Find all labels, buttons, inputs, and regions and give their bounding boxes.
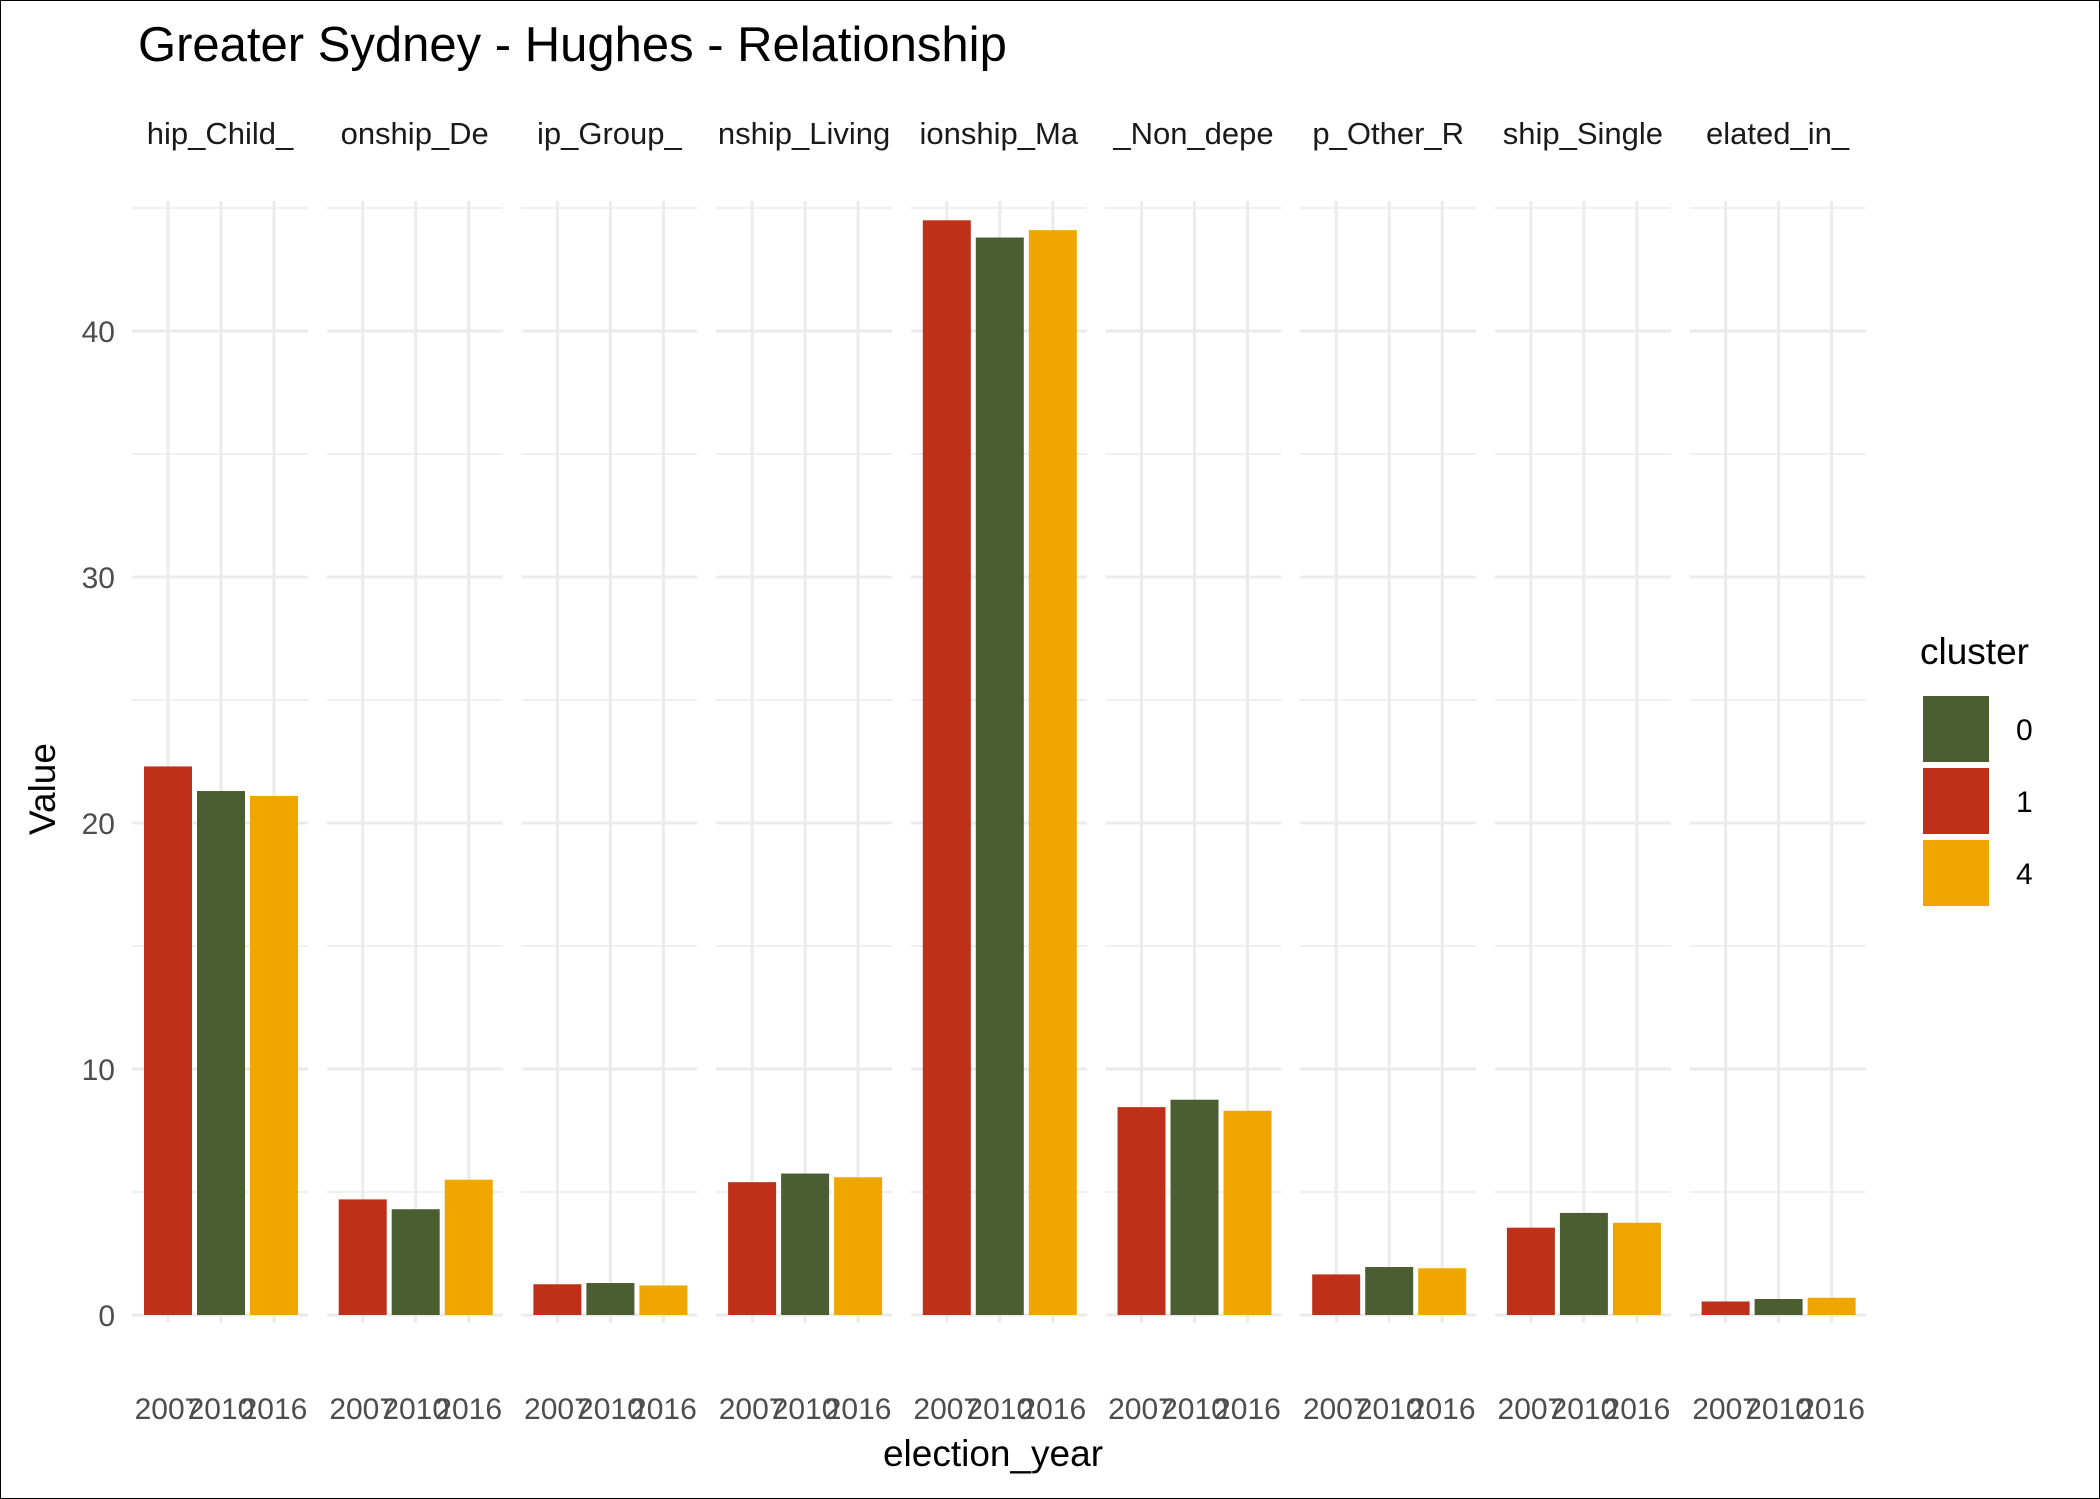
y-tick-label: 20 [82,808,115,841]
bar-2010-cluster-0 [586,1283,635,1315]
x-tick-label: 2007 [329,1393,396,1426]
x-tick-label: 2007 [1303,1393,1370,1426]
x-tick-label: 2016 [1604,1393,1671,1426]
bar-layer [144,220,1856,1315]
grid-layer [132,201,1866,1323]
x-tick-label: 2016 [1019,1393,1086,1426]
legend-label-4: 4 [2016,858,2033,891]
text-layer: Greater Sydney - Hughes - Relationship V… [22,18,2029,1474]
bar-2016-cluster-4 [1807,1297,1856,1315]
y-axis-title: Value [22,743,63,835]
facet-strip-label: ionship_Ma [920,116,1079,151]
bar-2010-cluster-0 [391,1209,440,1315]
x-tick-label: 2016 [241,1393,308,1426]
bar-2007-cluster-1 [1701,1301,1750,1315]
bar-2010-cluster-0 [197,791,245,1315]
bar-2016-cluster-4 [1418,1268,1467,1315]
bar-2010-cluster-0 [781,1173,830,1315]
bar-2007-cluster-1 [1506,1227,1555,1315]
facet-strip-label: onship_De [341,116,489,151]
legend-label-1: 1 [2016,786,2033,819]
bar-2007-cluster-1 [338,1199,387,1315]
bar-2016-cluster-4 [639,1285,688,1315]
bar-2016-cluster-4 [250,795,298,1315]
x-tick-label: 2007 [1498,1393,1565,1426]
x-tick-label: 2010 [1356,1393,1423,1426]
y-tick-label: 40 [82,316,115,349]
bar-2007-cluster-1 [728,1182,777,1315]
facet-strip-label: _Non_depe [1112,116,1273,151]
x-tick-label: 2007 [1692,1393,1759,1426]
bar-2016-cluster-4 [1223,1110,1272,1315]
legend-label-0: 0 [2016,714,2033,747]
bar-2010-cluster-0 [1170,1099,1219,1315]
bar-2007-cluster-1 [922,220,971,1315]
x-tick-label: 2007 [135,1393,202,1426]
y-tick-label: 30 [82,562,115,595]
x-tick-label: 2010 [188,1393,255,1426]
bar-2007-cluster-1 [144,766,192,1315]
x-tick-label: 2016 [1409,1393,1476,1426]
x-tick-label: 2010 [772,1393,839,1426]
facet-strip-label: elated_in_ [1706,116,1850,151]
bar-2010-cluster-0 [1365,1267,1414,1315]
bar-2007-cluster-1 [1117,1107,1166,1315]
bar-2016-cluster-4 [1612,1222,1661,1315]
x-tick-label: 2010 [1161,1393,1228,1426]
y-tick-label: 0 [98,1300,115,1333]
bar-2016-cluster-4 [1028,230,1077,1315]
legend-swatch-1 [1923,768,1989,834]
x-tick-label: 2016 [825,1393,892,1426]
x-tick-label: 2007 [719,1393,786,1426]
y-tick-label: 10 [82,1054,115,1087]
facet-strip-label: ip_Group_ [537,116,683,151]
x-tick-label: 2007 [524,1393,591,1426]
x-tick-label: 2010 [966,1393,1033,1426]
legend-swatch-4 [1923,840,1989,906]
x-tick-label: 2007 [1108,1393,1175,1426]
x-tick-label: 2010 [1745,1393,1812,1426]
x-tick-label: 2016 [435,1393,502,1426]
bar-2010-cluster-0 [1559,1212,1608,1315]
legend-title: cluster [1920,631,2029,672]
x-tick-label: 2010 [1551,1393,1618,1426]
facet-strip-label: ship_Single [1503,116,1663,151]
x-tick-label: 2007 [913,1393,980,1426]
x-tick-label: 2016 [1798,1393,1865,1426]
bar-2010-cluster-0 [975,237,1024,1315]
bar-2016-cluster-4 [834,1177,883,1315]
x-tick-label: 2016 [1214,1393,1281,1426]
x-tick-label: 2010 [382,1393,449,1426]
x-tick-label: 2010 [577,1393,644,1426]
facet-strip-label: hip_Child_ [147,116,294,151]
facet-strip-label: nship_Living [718,116,890,151]
bar-2007-cluster-1 [1312,1274,1361,1315]
bar-2016-cluster-4 [444,1179,493,1315]
x-axis-title: election_year [883,1433,1103,1474]
bar-2007-cluster-1 [533,1284,582,1315]
x-tick-label: 2016 [630,1393,697,1426]
legend: 0 1 4 [1923,696,2033,906]
facet-strip-label: p_Other_R [1312,116,1464,151]
bar-2010-cluster-0 [1754,1299,1803,1315]
legend-swatch-0 [1923,696,1989,762]
chart-title: Greater Sydney - Hughes - Relationship [138,18,1007,72]
